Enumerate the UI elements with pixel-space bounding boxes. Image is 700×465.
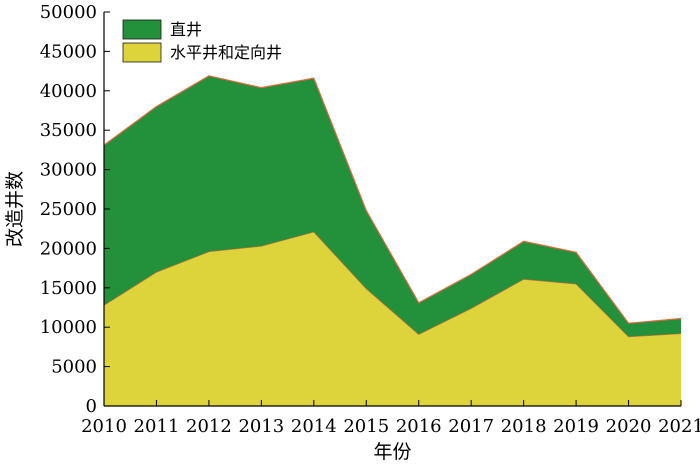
legend-label: 水平井和定向井 [170, 43, 282, 62]
y-tick-label: 15000 [40, 278, 97, 299]
x-tick-label: 2016 [396, 416, 442, 437]
x-tick-label: 2017 [448, 416, 494, 437]
area-series-0 [104, 231, 681, 406]
y-tick-label: 40000 [40, 81, 97, 102]
y-tick-label: 50000 [40, 2, 97, 23]
y-tick-label: 10000 [40, 317, 97, 338]
legend-label: 直井 [170, 20, 202, 39]
area-series-group [103, 75, 682, 406]
x-tick-label: 2019 [553, 416, 599, 437]
y-tick-label: 45000 [40, 41, 97, 62]
area-series-1 [104, 75, 681, 337]
area-edge-series-1 [103, 75, 682, 324]
legend-swatch [122, 42, 162, 63]
x-tick-label: 2021 [658, 416, 700, 437]
y-tick-label: 25000 [40, 199, 97, 220]
y-axis-ticks: 0 5000 10000 15000 20000 25000 30000 35000 40000… [40, 2, 110, 417]
x-tick-label: 2013 [238, 416, 284, 437]
y-tick-label: 5000 [51, 357, 97, 378]
y-tick-label: 20000 [40, 238, 97, 259]
x-tick-label: 2011 [134, 416, 180, 437]
x-axis-title: 年份 [373, 441, 411, 463]
x-tick-label: 2018 [501, 416, 547, 437]
x-tick-label: 2014 [291, 416, 337, 437]
y-axis-title: 改造井数 [4, 171, 26, 247]
x-tick-label: 2012 [186, 416, 232, 437]
x-tick-label: 2020 [606, 416, 652, 437]
x-tick-label: 2010 [81, 416, 127, 437]
legend-swatch [122, 19, 162, 40]
y-tick-label: 30000 [40, 160, 97, 181]
y-tick-label: 0 [86, 396, 97, 417]
x-axis-ticks: 2010 2011 2012 2013 2014 2015 2016 2017 2018 2019… [81, 400, 700, 437]
y-tick-label: 35000 [40, 120, 97, 141]
x-tick-label: 2015 [343, 416, 389, 437]
